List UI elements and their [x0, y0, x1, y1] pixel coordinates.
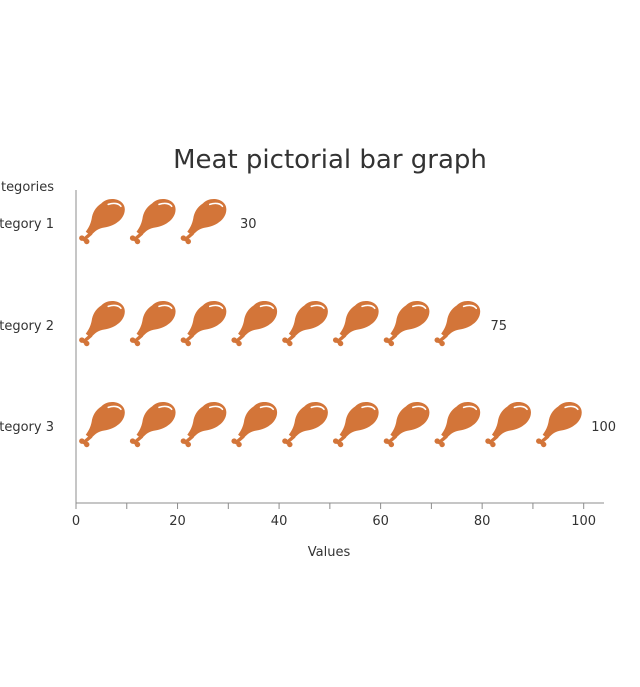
y-axis-label: Categories	[0, 180, 54, 195]
drumstick-icon	[381, 400, 432, 449]
drumstick-icon	[178, 400, 229, 449]
drumstick-icon	[178, 299, 229, 348]
drumstick-icon	[331, 400, 381, 449]
data-label: 30	[240, 217, 257, 232]
drumstick-icon	[128, 197, 178, 246]
drumstick-icon	[483, 400, 533, 449]
bars-group: Category 1 30 Category 2 75 Category 3 100	[0, 197, 616, 449]
bar: Category 3 100	[0, 400, 616, 449]
category-label: Category 3	[0, 420, 54, 435]
x-axis-label: Values	[308, 545, 351, 560]
drumstick-icon	[77, 299, 127, 348]
category-label: Category 1	[0, 217, 54, 232]
bar: Category 2 75	[0, 299, 507, 348]
drumstick-icon	[534, 400, 584, 449]
x-tick-label: 80	[474, 514, 491, 529]
drumstick-icon	[128, 299, 178, 348]
x-tick-label: 0	[72, 514, 80, 529]
x-tick-label: 40	[271, 514, 288, 529]
category-label: Category 2	[0, 319, 54, 334]
drumstick-icon	[128, 400, 178, 449]
drumstick-icon	[432, 400, 482, 449]
x-axis-ticks: 0 20 40 60 80 100	[72, 503, 596, 529]
drumstick-icon	[77, 197, 127, 246]
drumstick-icon	[432, 299, 482, 348]
data-label: 75	[490, 319, 507, 334]
drumstick-icon	[331, 299, 381, 348]
x-tick-label: 20	[169, 514, 186, 529]
data-label: 100	[591, 420, 616, 435]
drumstick-icon	[229, 400, 279, 449]
bar: Category 1 30	[0, 197, 257, 246]
x-tick-label: 100	[571, 514, 596, 529]
x-tick-label: 60	[372, 514, 389, 529]
drumstick-icon	[381, 299, 432, 348]
drumstick-icon	[229, 299, 279, 348]
chart-title: Meat pictorial bar graph	[173, 145, 487, 175]
drumstick-icon	[280, 400, 330, 449]
drumstick-icon	[77, 400, 127, 449]
drumstick-icon	[280, 299, 330, 348]
drumstick-icon	[178, 197, 229, 246]
